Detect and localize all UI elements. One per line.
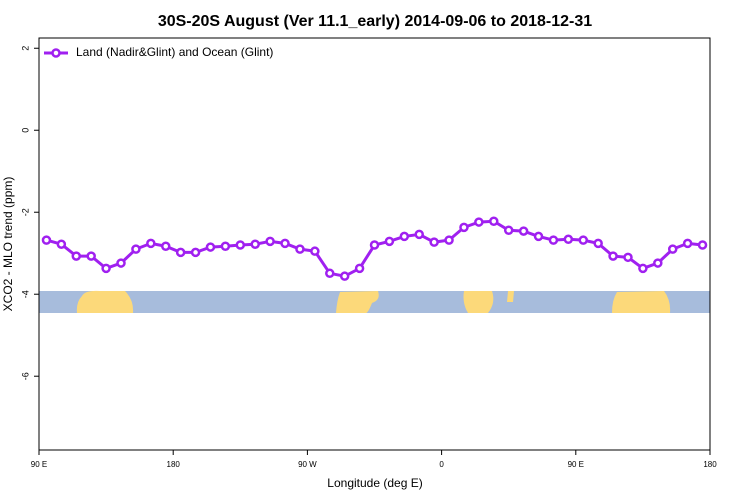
chart-title: 30S-20S August (Ver 11.1_early) 2014-09-…	[158, 13, 592, 30]
data-point	[653, 258, 663, 268]
data-point	[518, 226, 529, 236]
data-point	[489, 216, 499, 226]
x-axis-label: Longitude (deg E)	[327, 476, 422, 490]
data-point	[160, 241, 171, 252]
data-point	[429, 237, 439, 247]
data-point	[235, 240, 246, 250]
data-point	[623, 252, 633, 263]
y-tick-label: -6	[20, 372, 30, 380]
data-point	[474, 217, 484, 227]
data-point	[384, 236, 395, 247]
x-tick-label: 0	[439, 460, 444, 469]
data-point	[56, 239, 67, 249]
x-tick-label: 180	[703, 460, 717, 469]
y-axis-label: XCO2 - MLO trend (ppm)	[1, 177, 15, 312]
data-point	[548, 235, 559, 245]
x-tick-label: 90 E	[568, 460, 584, 469]
data-point	[205, 242, 216, 252]
y-tick-label: -2	[20, 208, 30, 216]
data-point	[593, 238, 603, 249]
data-point	[116, 258, 126, 268]
data-point	[295, 244, 305, 254]
data-point	[71, 251, 82, 261]
data-point	[175, 247, 186, 258]
x-tick-label: 90 W	[298, 460, 317, 469]
data-point	[190, 247, 201, 258]
data-point	[101, 263, 111, 274]
data-point	[667, 244, 678, 254]
data-point	[354, 263, 365, 274]
land-ocean-strip	[39, 290, 710, 313]
x-tick-label: 90 E	[31, 460, 47, 469]
y-tick-label: -4	[20, 290, 30, 298]
data-point	[608, 251, 618, 261]
data-point	[146, 238, 156, 249]
y-tick-label: 0	[20, 128, 30, 133]
data-point	[369, 240, 380, 250]
data-point	[399, 231, 410, 242]
data-point	[533, 231, 544, 242]
plot-frame	[38, 37, 711, 451]
data-point	[310, 246, 320, 256]
data-point	[131, 244, 141, 254]
data-point	[444, 235, 454, 245]
data-point	[503, 225, 514, 236]
data-point	[325, 268, 335, 279]
data-point	[697, 240, 708, 250]
data-point	[339, 271, 350, 281]
data-point	[638, 263, 648, 274]
legend-label: Land (Nadir&Glint) and Ocean (Glint)	[76, 45, 273, 59]
data-point	[280, 238, 290, 249]
data-point	[563, 234, 574, 245]
y-tick-label: 2	[20, 46, 30, 51]
data-point	[682, 238, 693, 249]
legend-marker	[51, 48, 61, 58]
data-point	[41, 235, 52, 245]
data-point	[265, 236, 275, 247]
data-point	[220, 241, 231, 252]
data-point	[459, 222, 469, 233]
data-point	[414, 229, 424, 240]
data-point	[86, 251, 96, 261]
x-tick-label: 180	[167, 460, 181, 469]
data-point	[250, 239, 260, 249]
data-point	[578, 235, 589, 245]
